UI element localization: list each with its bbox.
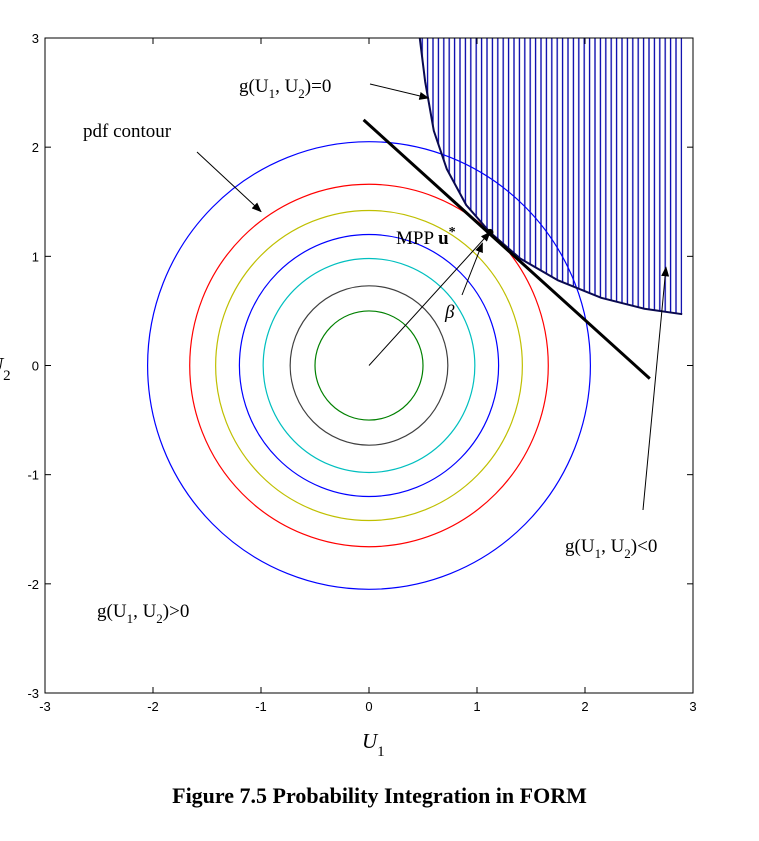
beta-label: β — [444, 302, 455, 323]
x-tick-label: -3 — [39, 699, 51, 714]
pdf-contour-1 — [314, 310, 424, 421]
mpp-point — [486, 228, 494, 236]
x-tick-label: -2 — [147, 699, 159, 714]
beta-vector-arrow — [368, 231, 491, 366]
failure-region-arrow — [642, 266, 670, 511]
form-chart: -3 -2 -1 0 1 2 3 -3 -2 -1 0 1 2 3 g(U1, U2)=0 pdf con… — [0, 31, 697, 760]
x-tick-label: 0 — [365, 699, 372, 714]
limit-state-label: g(U1, U2)=0 — [239, 76, 331, 101]
pdf-contour-3 — [262, 257, 476, 474]
pdf-contour-4 — [238, 233, 500, 498]
y-tick-label: 3 — [32, 31, 39, 46]
x-axis-label: U1 — [362, 729, 385, 760]
mpp-label: MPP u* — [396, 225, 456, 249]
pdf-contour-7 — [147, 141, 591, 590]
failure-region-hatch — [419, 38, 683, 315]
y-tick-label: -1 — [27, 468, 39, 483]
y-tick-label: -2 — [27, 577, 39, 592]
pdf-contour-5 — [215, 209, 523, 522]
pdf-contour-2 — [289, 285, 449, 446]
pdf-contour-arrow — [196, 151, 262, 213]
safe-region-label: g(U1, U2)>0 — [97, 601, 189, 626]
y-tick-label: 2 — [32, 140, 39, 155]
x-tick-label: 1 — [473, 699, 480, 714]
limit-state-arrow — [369, 83, 430, 100]
y-axis-label: U2 — [0, 353, 11, 384]
plot-clip-group — [147, 38, 683, 590]
x-tick-label: 3 — [689, 699, 696, 714]
x-tick-label: -1 — [255, 699, 267, 714]
figure-caption: Figure 7.5 Probability Integration in FO… — [172, 783, 587, 808]
tangent-line — [362, 118, 651, 380]
axis-ticks: -3 -2 -1 0 1 2 3 -3 -2 -1 0 1 2 3 — [27, 31, 696, 714]
pdf-contour-6 — [189, 183, 549, 548]
y-tick-label: 1 — [32, 249, 39, 264]
x-tick-label: 2 — [581, 699, 588, 714]
y-tick-label: -3 — [27, 686, 39, 701]
pdf-contour-label: pdf contour — [83, 121, 172, 142]
failure-region-label: g(U1, U2)<0 — [565, 536, 657, 561]
y-tick-label: 0 — [32, 359, 39, 374]
mpp-label-arrow — [461, 242, 483, 296]
